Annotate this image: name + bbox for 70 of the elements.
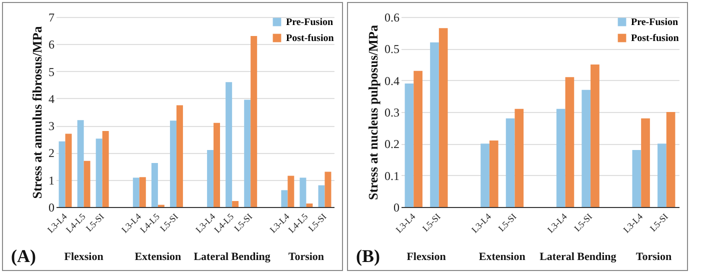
bar <box>176 105 183 207</box>
bar <box>324 172 332 207</box>
y-tick-label: 0.5 <box>384 42 400 56</box>
bar <box>84 160 90 207</box>
y-axis-title: Stress at nucleus pulposus/MPa <box>366 24 380 200</box>
y-tick-label: 7 <box>48 10 54 24</box>
bar <box>281 190 288 207</box>
y-tick-label: 0.6 <box>384 10 400 24</box>
bar <box>300 178 306 207</box>
text: Torsion <box>636 251 672 263</box>
bar <box>288 176 294 207</box>
legend-label: Pre-Fusion <box>631 17 678 28</box>
bar <box>96 138 102 207</box>
bar <box>666 112 676 207</box>
legend-label: Post-fusion <box>286 33 334 44</box>
bar <box>641 118 650 207</box>
bar <box>514 108 524 207</box>
bar <box>226 82 232 207</box>
y-tick-label: 0.1 <box>384 168 400 183</box>
bar <box>58 141 66 207</box>
text: Lateral Bending <box>540 251 617 263</box>
y-tick-label: 0.3 <box>384 106 400 120</box>
text: Extension <box>134 251 182 263</box>
text: Lateral Bending <box>194 251 271 263</box>
bar <box>318 185 325 207</box>
bar <box>414 70 422 207</box>
text: Extension <box>478 251 526 263</box>
bar <box>207 150 214 207</box>
y-tick-label: 2 <box>48 146 54 160</box>
bar <box>306 203 313 207</box>
text: (B) <box>356 246 380 266</box>
text: Flexsion <box>406 251 446 263</box>
y-tick-label: 3 <box>48 119 54 134</box>
legend-label: Pre-Fusion <box>286 17 334 28</box>
y-axis-title: Stress at annulus fibrosus/MPa <box>30 26 44 199</box>
bar <box>582 90 591 207</box>
y-tick-label: 0.4 <box>384 74 400 88</box>
bar <box>77 120 84 207</box>
bar <box>250 36 258 207</box>
bar <box>151 163 158 207</box>
bar <box>404 84 414 207</box>
bar <box>102 131 109 207</box>
bar <box>430 42 439 207</box>
bar <box>139 177 146 207</box>
text: Torsion <box>288 251 324 263</box>
bar <box>170 120 176 207</box>
bar <box>590 64 600 207</box>
y-tick-label: 0 <box>48 200 54 214</box>
bar <box>556 108 566 207</box>
y-tick-label: 5 <box>48 64 54 79</box>
bar <box>232 201 239 207</box>
text: (A) <box>11 246 36 266</box>
bar <box>438 28 448 207</box>
y-tick-label: 0 <box>394 200 400 214</box>
bar <box>480 144 490 207</box>
bar <box>489 140 498 207</box>
bar <box>506 118 515 207</box>
text: Flexsion <box>64 251 104 263</box>
bar <box>65 134 72 207</box>
bar <box>632 150 642 207</box>
y-tick-label: 6 <box>48 38 54 52</box>
y-tick-label: 0.2 <box>384 137 400 152</box>
y-tick-label: 4 <box>48 92 54 106</box>
bar <box>132 178 140 207</box>
bar <box>658 144 666 207</box>
legend-label: Post-fusion <box>631 33 680 44</box>
y-tick-label: 1 <box>48 173 54 188</box>
bar <box>244 100 251 207</box>
bar <box>214 122 220 207</box>
bar <box>565 77 574 207</box>
